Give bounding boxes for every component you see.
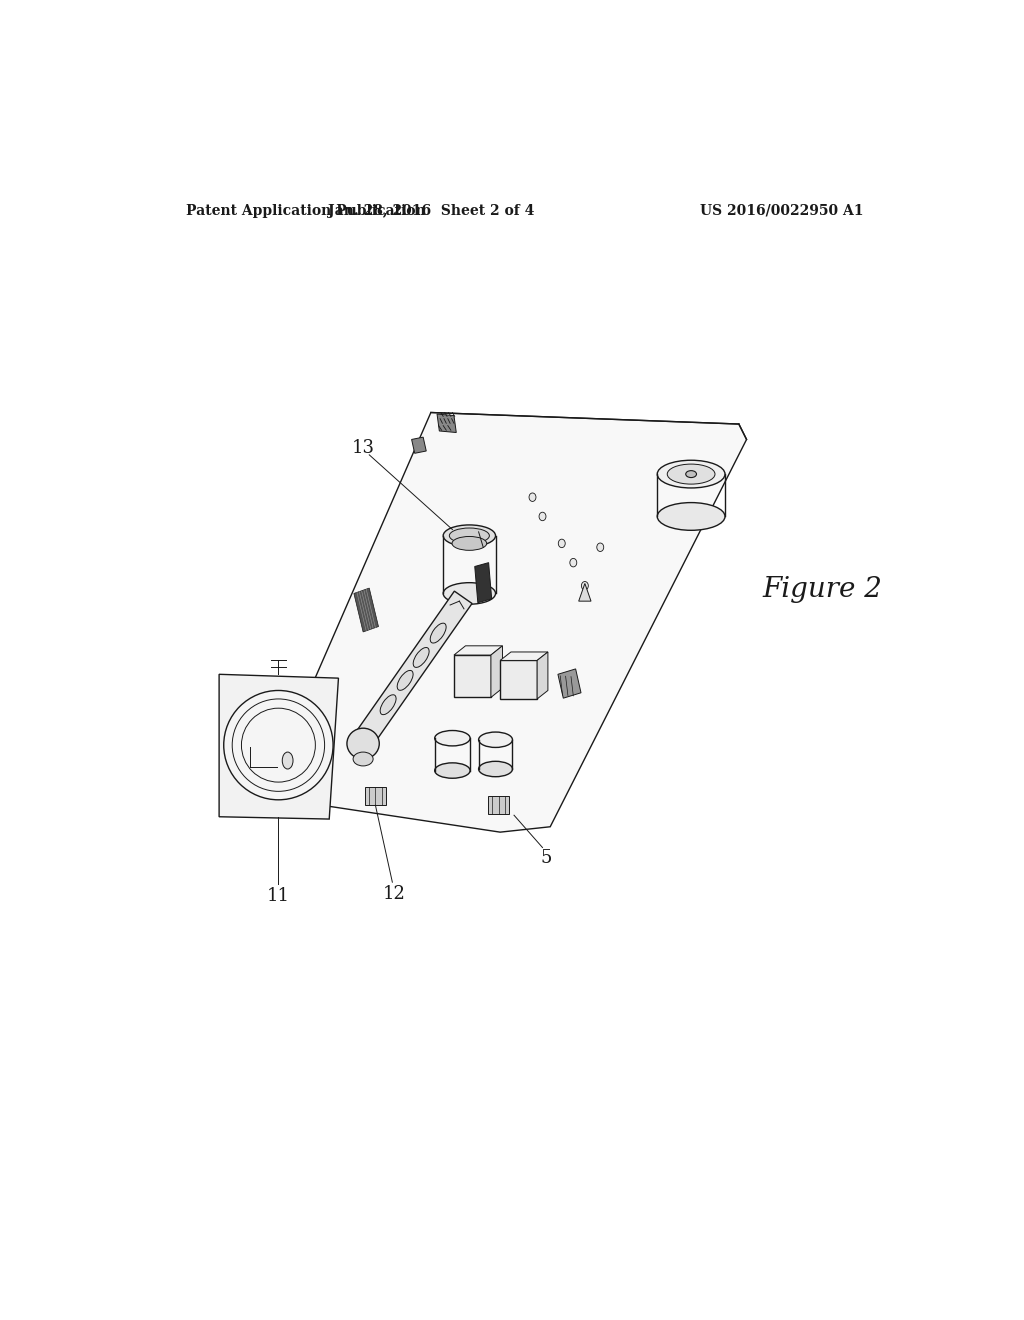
Polygon shape [354, 591, 472, 747]
Ellipse shape [478, 762, 512, 776]
Ellipse shape [443, 582, 496, 605]
Ellipse shape [353, 752, 373, 766]
Polygon shape [250, 412, 746, 832]
Ellipse shape [452, 536, 486, 550]
Text: Jan. 28, 2016  Sheet 2 of 4: Jan. 28, 2016 Sheet 2 of 4 [328, 203, 535, 218]
Polygon shape [500, 652, 548, 660]
Polygon shape [475, 562, 492, 603]
Ellipse shape [283, 752, 293, 770]
Ellipse shape [686, 471, 696, 478]
Text: 5: 5 [541, 849, 552, 866]
Polygon shape [250, 713, 311, 763]
Polygon shape [219, 675, 339, 818]
FancyBboxPatch shape [500, 660, 538, 700]
Ellipse shape [657, 461, 725, 488]
Ellipse shape [539, 512, 546, 520]
Ellipse shape [597, 543, 604, 552]
FancyBboxPatch shape [454, 655, 490, 697]
Text: Figure 2: Figure 2 [762, 576, 882, 603]
Ellipse shape [558, 539, 565, 548]
Ellipse shape [223, 690, 333, 800]
Polygon shape [354, 589, 379, 632]
FancyBboxPatch shape [487, 796, 509, 814]
Polygon shape [454, 645, 503, 655]
Ellipse shape [380, 694, 396, 714]
Ellipse shape [435, 763, 470, 779]
Text: 13: 13 [351, 440, 375, 457]
Ellipse shape [582, 582, 589, 590]
Polygon shape [437, 414, 457, 433]
Polygon shape [579, 583, 591, 601]
Ellipse shape [242, 708, 315, 781]
Ellipse shape [529, 492, 536, 502]
Polygon shape [412, 437, 426, 453]
Ellipse shape [414, 648, 429, 668]
Ellipse shape [569, 558, 577, 566]
Text: 11: 11 [267, 887, 290, 906]
Polygon shape [538, 652, 548, 700]
Ellipse shape [397, 671, 413, 690]
Ellipse shape [450, 528, 489, 544]
Ellipse shape [347, 729, 379, 759]
Text: 12: 12 [382, 884, 406, 903]
Text: US 2016/0022950 A1: US 2016/0022950 A1 [700, 203, 864, 218]
Ellipse shape [443, 525, 496, 546]
Polygon shape [558, 669, 581, 698]
Ellipse shape [668, 465, 715, 484]
Text: Patent Application Publication: Patent Application Publication [186, 203, 426, 218]
Ellipse shape [430, 623, 446, 643]
Ellipse shape [232, 700, 325, 792]
Polygon shape [490, 645, 503, 697]
FancyBboxPatch shape [365, 787, 386, 805]
Ellipse shape [435, 730, 470, 746]
Ellipse shape [657, 503, 725, 531]
Ellipse shape [478, 733, 512, 747]
